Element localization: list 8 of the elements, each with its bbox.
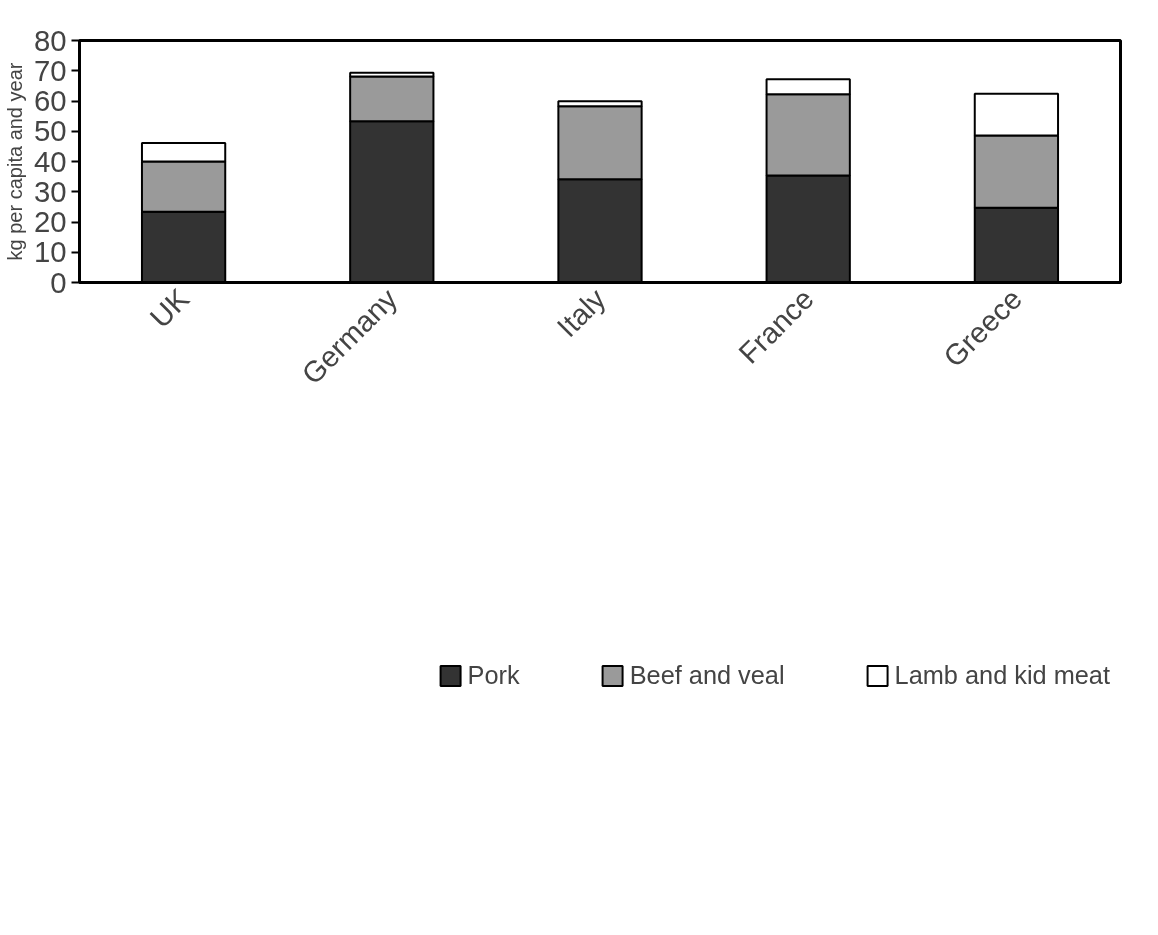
y-tick-label: 60 <box>33 84 67 117</box>
x-tick-label: UK <box>143 281 196 334</box>
x-tick-label: Italy <box>550 281 612 344</box>
legend-label: Beef and veal <box>629 660 785 690</box>
legend-label: Pork <box>467 660 520 690</box>
legend-label: Lamb and kid meat <box>894 660 1110 690</box>
y-tick-label: 20 <box>33 205 67 238</box>
y-axis-title: kg per capita and year <box>3 62 26 261</box>
